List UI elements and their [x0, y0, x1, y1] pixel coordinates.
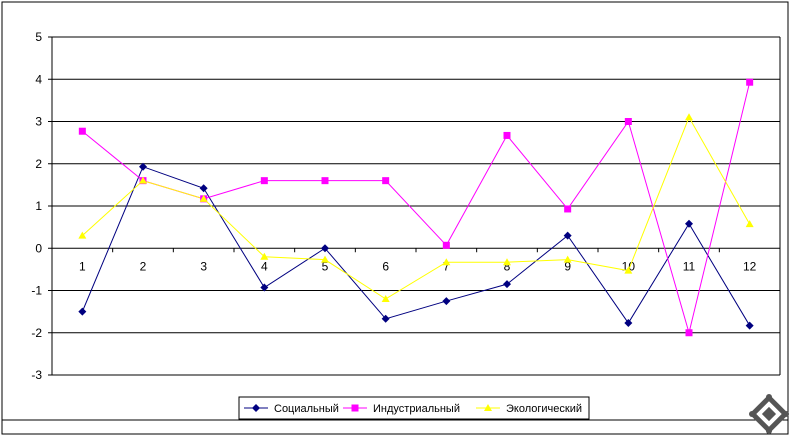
y-tick-labels: 5 4 3 2 1 0 -1 -2 -3 [31, 30, 42, 382]
x-tick-label: 8 [504, 259, 511, 273]
y-tick-label: -1 [31, 284, 42, 298]
data-point-diamond [78, 307, 87, 316]
data-point-square [351, 404, 359, 412]
data-point-square [746, 78, 754, 86]
y-tick-label: 0 [35, 241, 42, 255]
data-point-triangle [563, 255, 572, 263]
data-point-square [78, 127, 86, 135]
x-tick-label: 12 [743, 259, 757, 273]
y-tick-label: -2 [31, 326, 42, 340]
x-tick-label: 5 [322, 259, 329, 273]
y-tick-label: 4 [35, 72, 42, 86]
legend-label: Экологический [506, 403, 582, 415]
data-point-triangle [78, 231, 87, 239]
x-tick-label: 3 [200, 259, 207, 273]
data-point-triangle [624, 266, 633, 274]
series-line [81, 116, 751, 300]
y-tick-label: 3 [35, 115, 42, 129]
data-point-square [260, 177, 268, 185]
axes [48, 36, 781, 376]
data-point-triangle [199, 194, 208, 202]
x-tick-label: 11 [683, 259, 696, 273]
x-tick-label: 9 [564, 259, 571, 273]
legend: Социальный Индустриальный Экологический [238, 396, 590, 420]
data-point-square [321, 177, 329, 185]
x-tick-label: 2 [140, 259, 147, 273]
x-tick-label: 1 [79, 259, 86, 273]
data-point-diamond [685, 219, 693, 228]
x-tick-label: 7 [443, 259, 450, 273]
data-point-diamond [624, 319, 633, 328]
data-point-triangle [685, 113, 693, 121]
x-tick-label: 4 [261, 259, 268, 273]
legend-box [238, 396, 590, 420]
data-point-square [503, 131, 511, 139]
data-point-triangle [139, 176, 147, 184]
data-point-diamond [503, 280, 511, 289]
data-point-diamond [139, 162, 147, 171]
y-tick-label: 2 [35, 157, 42, 171]
legend-label: Индустриальный [373, 403, 460, 415]
data-point-triangle [321, 255, 329, 263]
y-tick-label: -3 [31, 368, 42, 382]
data-point-triangle [381, 294, 390, 302]
data-point-triangle [503, 258, 511, 266]
series-line [81, 166, 751, 326]
series-lines [81, 82, 751, 335]
data-point-triangle [745, 220, 754, 228]
x-tick-label: 6 [382, 259, 389, 273]
data-point-square [685, 329, 693, 337]
chart-frame [1, 1, 789, 435]
data-point-diamond [381, 314, 390, 323]
knot-emblem-icon [749, 394, 789, 434]
data-point-diamond [745, 321, 754, 330]
data-point-diamond [260, 283, 269, 292]
legend-items: Социальный Индустриальный Экологический [244, 403, 582, 415]
legend-label: Социальный [274, 403, 339, 415]
data-point-square [442, 241, 450, 249]
data-point-diamond [321, 244, 329, 253]
y-tick-label: 1 [35, 199, 42, 213]
data-point-square [624, 118, 632, 125]
data-point-triangle [484, 404, 492, 411]
data-point-square [564, 205, 572, 213]
data-point-diamond [199, 184, 208, 193]
data-point-triangle [442, 258, 451, 266]
data-point-diamond [563, 231, 572, 240]
data-point-square [382, 177, 390, 185]
y-tick-label: 5 [35, 30, 42, 44]
data-point-diamond [442, 297, 451, 306]
data-point-diamond [252, 404, 260, 412]
data-point-triangle [260, 252, 269, 260]
series-markers [78, 78, 754, 337]
